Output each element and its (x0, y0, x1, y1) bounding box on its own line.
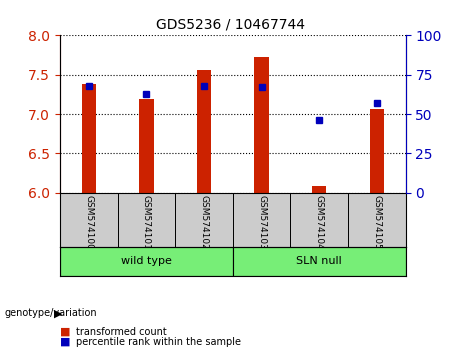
Text: GSM574102: GSM574102 (200, 195, 208, 250)
Bar (348, 193, 406, 247)
Text: GSM574103: GSM574103 (257, 195, 266, 250)
Bar (118, 193, 175, 247)
Bar (312, 186, 326, 193)
Bar (60, 193, 118, 247)
Bar (175, 193, 233, 247)
Text: wild type: wild type (121, 256, 172, 266)
Bar (60, 247, 233, 276)
Bar (254, 57, 269, 193)
Bar (197, 70, 211, 193)
Bar (82, 84, 96, 193)
Text: ■: ■ (60, 327, 71, 337)
Text: percentile rank within the sample: percentile rank within the sample (76, 337, 241, 347)
Bar (370, 108, 384, 193)
Bar (290, 193, 348, 247)
Text: transformed count: transformed count (76, 327, 167, 337)
Text: GDS5236 / 10467744: GDS5236 / 10467744 (156, 18, 305, 32)
Text: GSM574104: GSM574104 (315, 195, 324, 250)
Text: genotype/variation: genotype/variation (5, 308, 97, 318)
Text: ▶: ▶ (54, 308, 63, 318)
Bar (233, 193, 290, 247)
Text: GSM574101: GSM574101 (142, 195, 151, 250)
Bar (139, 99, 154, 193)
Text: GSM574100: GSM574100 (84, 195, 93, 250)
Bar (233, 247, 406, 276)
Text: GSM574105: GSM574105 (372, 195, 381, 250)
Text: SLN null: SLN null (296, 256, 342, 266)
Text: ■: ■ (60, 337, 71, 347)
